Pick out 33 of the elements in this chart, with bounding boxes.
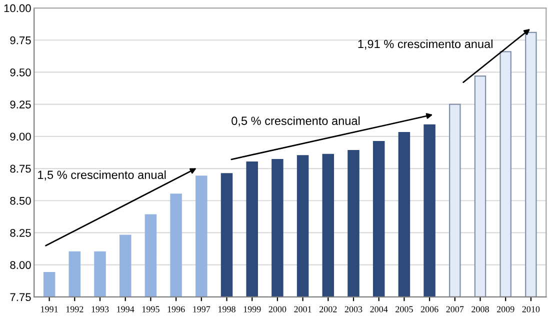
x-tick-label: 2010: [522, 306, 540, 312]
x-tick-label: 2006: [420, 306, 438, 312]
x-tick-label: 2007: [446, 306, 464, 312]
y-tick-label: 9.25: [10, 100, 31, 108]
x-tick-label: 2003: [344, 306, 362, 312]
y-tick-label: 9.75: [10, 36, 31, 44]
x-tick-label: 2002: [320, 306, 337, 312]
x-tick-label: 2004: [370, 306, 388, 312]
y-tick-label: 8.25: [10, 228, 31, 237]
x-tick-label: 1999: [244, 306, 261, 312]
x-tick-label: 1995: [142, 306, 160, 312]
annotation: 0,5 % crescimento anual: [232, 116, 360, 126]
x-tick-label: 2005: [396, 306, 413, 312]
y-tick-label: 9.50: [10, 68, 31, 76]
x-tick-label: 2008: [472, 306, 489, 312]
x-tick-label: 1997: [193, 306, 210, 312]
y-tick-label: 8.50: [10, 196, 31, 205]
x-tick-label: 1996: [168, 306, 185, 312]
x-tick-label: 2009: [496, 306, 514, 312]
x-tick-label: 1991: [41, 306, 58, 312]
x-tick-label: 1994: [117, 306, 134, 312]
y-tick-label: 8.00: [10, 261, 31, 269]
x-tick-label: 1998: [218, 306, 236, 312]
y-tick-label: 7.75: [10, 293, 31, 302]
annotation: 1,91 % crescimento anual: [358, 40, 492, 50]
y-tick-label: 10.00: [4, 4, 31, 12]
x-tick-label: 2000: [268, 306, 286, 312]
y-tick-label: 9.00: [10, 132, 31, 141]
x-tick-label: 1993: [92, 306, 109, 312]
annotation: 1,5 % crescimento anual: [38, 170, 166, 180]
x-tick-label: 1992: [66, 306, 84, 312]
x-tick-label: 2001: [294, 306, 312, 312]
y-tick-label: 8.75: [10, 164, 31, 173]
